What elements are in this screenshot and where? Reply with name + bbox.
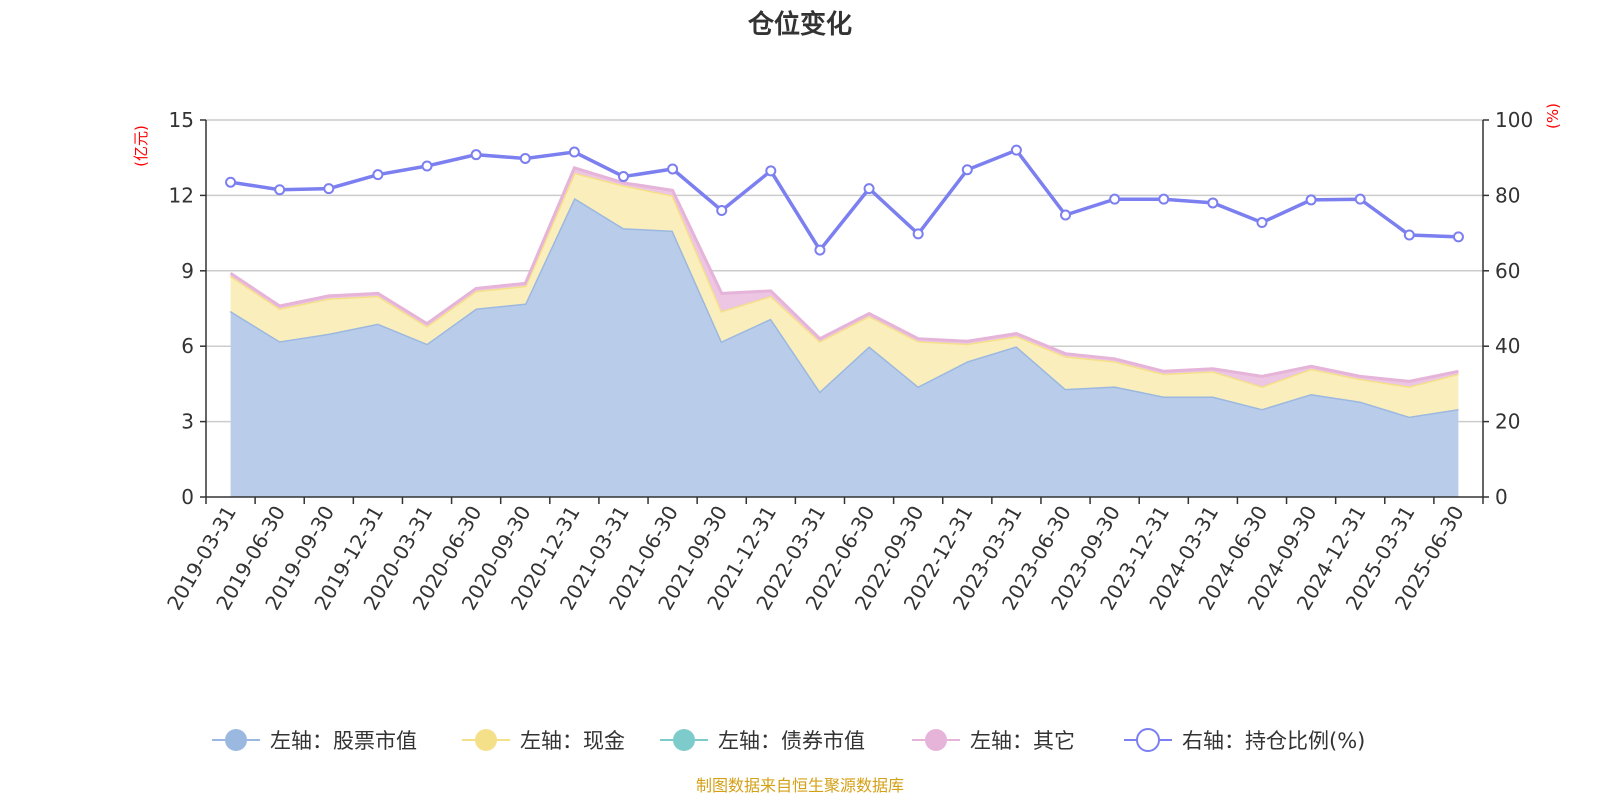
cash-area [230,172,1459,417]
ratio-point [961,164,973,176]
ratio-point [1256,217,1268,229]
ratio-line [225,144,1464,256]
ratio-point [519,152,531,164]
ratio-point [1207,197,1219,209]
ratio-point [1010,144,1022,156]
ratio-point [716,204,728,216]
ratio-point [863,183,875,195]
right-axis-tick-label: 0 [1495,485,1508,509]
ratio-point [667,163,679,175]
ratio-point [1060,209,1072,221]
legend: 左轴：股票市值 左轴：现金 左轴：债券市值 左轴：其它 右轴：持仓比例(%) [212,728,1365,753]
ratio-point [225,176,237,188]
ratio-point [814,244,826,256]
ratio-point [421,160,433,172]
data-source-note: 制图数据来自恒生聚源数据库 [696,776,904,795]
legend-label: 右轴：持仓比例(%) [1182,729,1365,753]
ratio-point [323,183,335,195]
ratio-point [617,171,629,183]
left-axis-tick-label: 9 [181,259,194,283]
legend-label: 左轴：现金 [520,729,625,753]
right-axis-tick-label: 100 [1495,108,1533,132]
right-axis-tick-label: 40 [1495,334,1520,358]
ratio-point [1403,229,1415,241]
ratio-point [1158,193,1170,205]
ratio-point [372,169,384,181]
legend-label: 左轴：其它 [970,729,1075,753]
left-axis-tick-label: 15 [169,108,194,132]
ratio-point [1452,231,1464,243]
right-axis-unit: (%) [1544,103,1562,129]
ratio-point [912,228,924,240]
stacked-areas [229,165,1459,497]
legend-marker-icon [1136,728,1160,752]
legend-item: 左轴：债券市值 [660,729,865,753]
legend-marker-icon [673,729,695,751]
left-axis-tick-label: 12 [169,183,194,207]
right-axis-tick-label: 60 [1495,259,1520,283]
right-axis-tick-label: 20 [1495,410,1520,434]
legend-item: 左轴：现金 [462,729,625,753]
ratio-point [765,165,777,177]
legend-marker-icon [225,729,247,751]
right-axis-tick-label: 80 [1495,183,1520,207]
left-axis-unit: (亿元) [132,125,150,167]
stock-value-area [230,197,1459,497]
left-axis-tick-label: 0 [181,485,194,509]
ratio-line-path [230,148,1459,254]
chart-title: 仓位变化 [747,9,852,40]
ratio-point [274,184,286,196]
ratio-point [1354,193,1366,205]
legend-item: 左轴：其它 [912,729,1075,753]
legend-item: 右轴：持仓比例(%) [1124,728,1365,753]
ratio-point [1109,193,1121,205]
legend-marker-icon [475,729,497,751]
other-area-edge [229,165,1459,383]
ratio-point [1305,194,1317,206]
left-axis-tick-label: 6 [181,334,194,358]
ratio-point [470,149,482,161]
legend-marker-icon [925,729,947,751]
left-axis-tick-label: 3 [181,410,194,434]
legend-label: 左轴：股票市值 [270,729,417,753]
legend-item: 左轴：股票市值 [212,729,417,753]
legend-label: 左轴：债券市值 [718,729,865,753]
ratio-point [568,146,580,158]
